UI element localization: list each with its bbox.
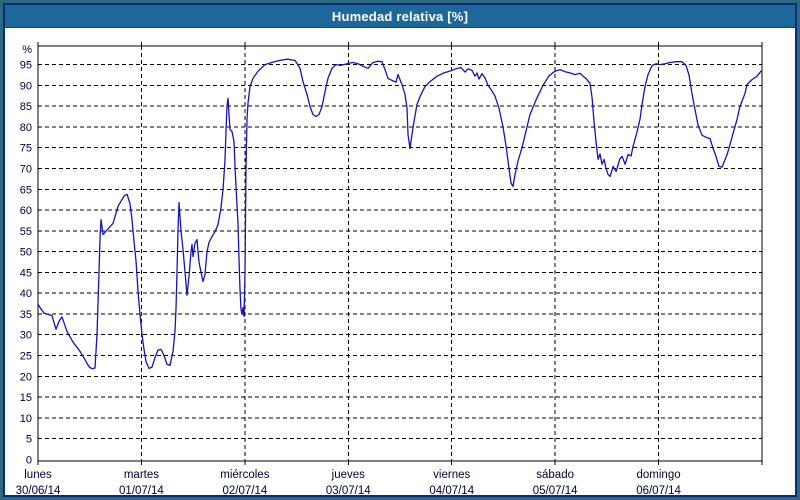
y-tick-label: 85 (20, 101, 32, 113)
y-tick-label: 25 (20, 351, 32, 363)
x-day-date-label: 05/07/14 (533, 485, 578, 496)
y-tick-label: 35 (20, 309, 32, 321)
y-tick-label: 20 (20, 371, 32, 383)
y-tick-label: 50 (20, 247, 32, 259)
x-day-date-label: 01/07/14 (119, 485, 164, 496)
x-day-date-label: 02/07/14 (222, 485, 267, 496)
y-axis-unit-label: % (22, 44, 32, 56)
humidity-line-chart: 0 5 10 15 20 25 30 35 40 45 50 55 60 65 70 75 80 85 90 95% l… (16, 42, 763, 496)
x-day-name-label: lunes (24, 469, 52, 481)
y-tick-label: 40 (20, 288, 32, 300)
x-day-name-label: jueves (331, 469, 365, 481)
y-tick-label: 70 (20, 163, 32, 175)
y-tick-label: 60 (20, 205, 32, 217)
y-tick-label: 95 (20, 60, 32, 72)
y-tick-label: 10 (20, 413, 32, 425)
x-day-name-label: viernes (433, 469, 470, 481)
x-day-date-label: 04/07/14 (429, 485, 474, 496)
y-tick-label: 65 (20, 184, 32, 196)
x-day-name-label: domingo (637, 469, 681, 481)
x-day-date-label: 06/07/14 (636, 485, 681, 496)
x-day-name-label: miércoles (220, 469, 269, 481)
chart-title: Humedad relativa [%] (331, 8, 469, 24)
x-day-date-label: 03/07/14 (326, 485, 371, 496)
x-day-name-label: sábado (536, 469, 574, 481)
y-tick-label: 75 (20, 143, 32, 155)
y-tick-label: 30 (20, 330, 32, 342)
plot-border (37, 45, 763, 462)
y-tick-label: 45 (20, 267, 32, 279)
x-day-date-label: 30/06/14 (16, 485, 61, 496)
humidity-series-line (37, 58, 762, 370)
x-day-name-label: martes (124, 469, 159, 481)
y-tick-label: 55 (20, 226, 32, 238)
y-tick-label: 90 (20, 80, 32, 92)
window-inner-border: Humedad relativa [%] 0 5 10 15 20 25 30 35 40 45 5… (3, 3, 797, 497)
y-tick-label: 80 (20, 122, 32, 134)
chart-area: 0 5 10 15 20 25 30 35 40 45 50 55 60 65 70 75 80 85 90 95% l… (5, 28, 795, 496)
chart-title-bar: Humedad relativa [%] (5, 5, 795, 28)
y-tick-label: 5 (26, 434, 32, 446)
y-tick-label: 15 (20, 392, 32, 404)
y-tick-label: 0 (26, 454, 32, 466)
